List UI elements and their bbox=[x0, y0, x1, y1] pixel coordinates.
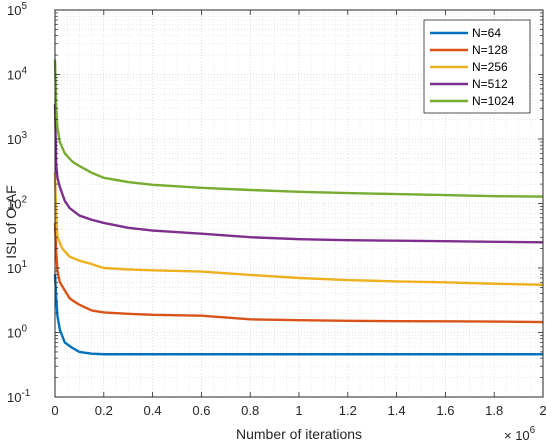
x-tick-label: 0.6 bbox=[192, 403, 210, 418]
series-line-n512 bbox=[53, 103, 544, 244]
x-tick-label: 0.4 bbox=[144, 403, 162, 418]
legend: N=64 N=128 N=256 N=512 N=1024 bbox=[423, 19, 531, 114]
x-tick-label: 1.4 bbox=[388, 403, 406, 418]
legend-label: N=128 bbox=[472, 43, 508, 57]
series-line-n256 bbox=[53, 172, 544, 286]
x-tick-label: 0.2 bbox=[95, 403, 113, 418]
series-line-n1024 bbox=[53, 59, 544, 198]
x-axis-label: Number of iterations bbox=[236, 426, 362, 442]
y-tick-label: 104 bbox=[7, 66, 27, 83]
series-line-n128 bbox=[53, 222, 544, 324]
y-tick-label: 101 bbox=[7, 259, 27, 276]
legend-label: N=64 bbox=[472, 26, 501, 40]
axis-ticks bbox=[54, 9, 544, 398]
y-tick-label: 103 bbox=[7, 130, 27, 147]
y-tick-label: 105 bbox=[7, 1, 27, 18]
legend-box bbox=[423, 19, 531, 114]
y-axis-label: ISL of O-AF bbox=[3, 185, 19, 258]
x-tick-labels: 0 0.2 0.4 0.6 0.8 1 1.2 1.4 1.6 1.8 2 bbox=[51, 403, 546, 418]
series-line-n64 bbox=[53, 274, 543, 356]
x-tick-label: 1 bbox=[295, 403, 302, 418]
x-exponent-base: × 10 bbox=[504, 428, 530, 443]
x-tick-label: 1.8 bbox=[485, 403, 503, 418]
legend-label: N=256 bbox=[472, 60, 508, 74]
legend-label: N=1024 bbox=[472, 94, 515, 108]
series-layer bbox=[53, 59, 544, 356]
x-tick-label: 2 bbox=[539, 403, 546, 418]
x-exponent-label: × 106 bbox=[504, 425, 536, 443]
x-tick-label: 0 bbox=[51, 403, 58, 418]
x-tick-label: 0.8 bbox=[241, 403, 259, 418]
x-tick-label: 1.2 bbox=[339, 403, 357, 418]
x-exponent-power: 6 bbox=[530, 425, 536, 436]
x-tick-label: 1.6 bbox=[436, 403, 454, 418]
y-tick-labels: 10-1 100 101 102 103 104 105 bbox=[7, 1, 31, 405]
y-tick-label: 100 bbox=[7, 324, 27, 341]
y-tick-label: 10-1 bbox=[7, 388, 31, 405]
legend-label: N=512 bbox=[472, 77, 508, 91]
y-tick-label: 102 bbox=[7, 195, 27, 212]
